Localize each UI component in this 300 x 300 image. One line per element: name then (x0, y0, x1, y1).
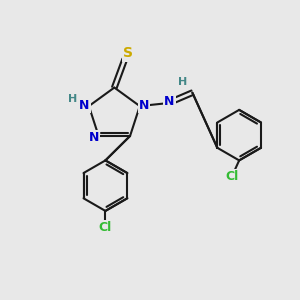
Text: Cl: Cl (99, 221, 112, 234)
Text: S: S (123, 46, 133, 60)
Text: N: N (164, 95, 175, 108)
Text: Cl: Cl (225, 170, 238, 183)
Text: N: N (139, 99, 149, 112)
Text: N: N (89, 131, 99, 144)
Text: H: H (178, 77, 188, 87)
Text: N: N (79, 99, 90, 112)
Text: H: H (68, 94, 77, 103)
